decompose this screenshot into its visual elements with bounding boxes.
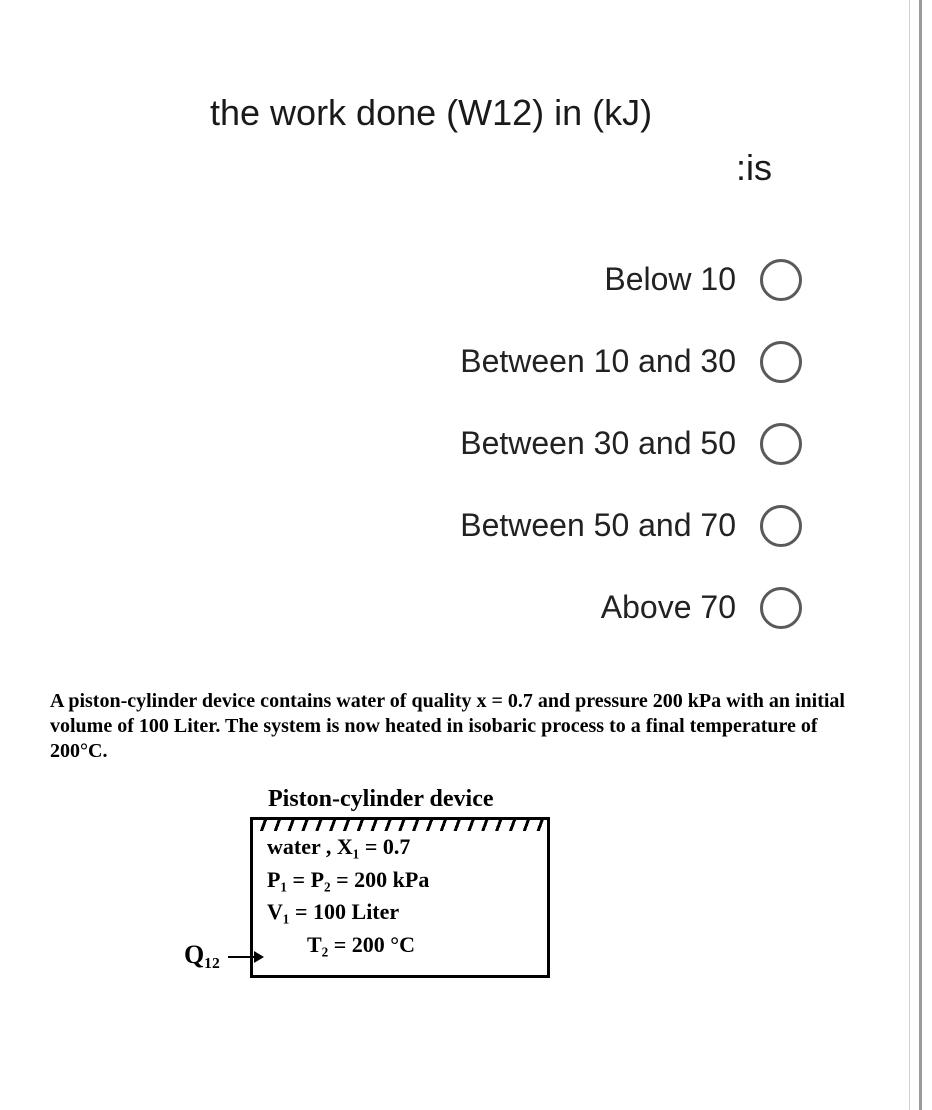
option-label: Between 50 and 70 [460,507,736,544]
option-label: Above 70 [601,589,736,626]
option-label: Below 10 [604,261,736,298]
diagram-line: V₁ = 100 Liter [267,897,533,928]
radio-icon[interactable] [760,259,802,301]
problem-statement: A piston-cylinder device contains water … [50,689,862,764]
diagram-line: T₂ = 200 °C [267,930,533,961]
diagram-line: P₁ = P₂ = 200 kPa [267,865,533,896]
scan-edge-line [919,0,922,1110]
diagram: Piston-cylinder device Q₁₂ water , X₁ = … [190,786,590,978]
piston-box: water , X₁ = 0.7 P₁ = P₂ = 200 kPa V₁ = … [250,817,550,978]
option-row[interactable]: Between 30 and 50 [40,423,802,465]
radio-icon[interactable] [760,505,802,547]
option-label: Between 10 and 30 [460,343,736,380]
scan-edge-line-faint [909,0,910,1110]
page-container: the work done (W12) in (kJ) :is Below 10… [0,0,932,1110]
radio-icon[interactable] [760,423,802,465]
radio-icon[interactable] [760,587,802,629]
option-row[interactable]: Below 10 [40,259,802,301]
option-row[interactable]: Between 50 and 70 [40,505,802,547]
diagram-line: water , X₁ = 0.7 [267,832,533,863]
option-row[interactable]: Between 10 and 30 [40,341,802,383]
option-row[interactable]: Above 70 [40,587,802,629]
option-label: Between 30 and 50 [460,425,736,462]
options-group: Below 10 Between 10 and 30 Between 30 an… [40,259,802,629]
piston-hatch-icon [250,817,550,831]
question-title: the work done (W12) in (kJ) [210,90,892,137]
heat-label: Q₁₂ [184,940,220,970]
diagram-title: Piston-cylinder device [190,786,590,813]
question-subtitle: :is [40,147,772,189]
radio-icon[interactable] [760,341,802,383]
